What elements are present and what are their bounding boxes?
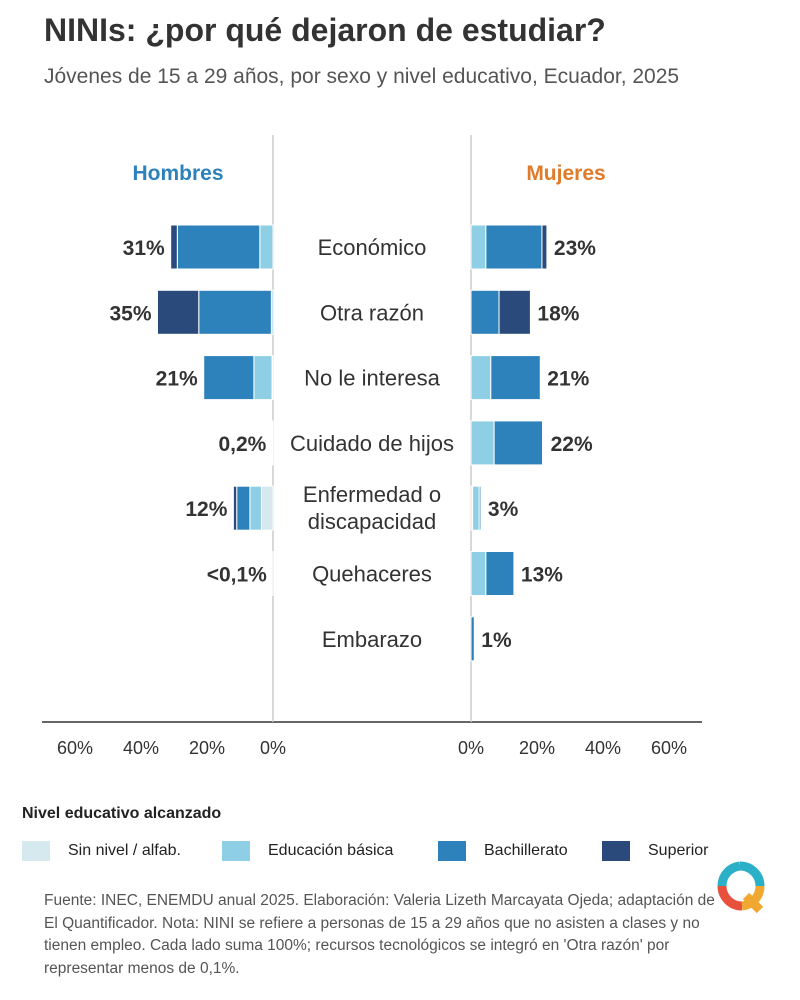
- bar-hombres-otra-razon-bachillerato: [198, 289, 272, 335]
- legend-label-bachillerato: Bachillerato: [484, 842, 568, 859]
- legend: Sin nivel / alfab. Educación básica Bach…: [22, 838, 782, 864]
- bar-mujeres-economico-bachillerato: [485, 224, 543, 270]
- el-quantificador-logo-icon: [717, 861, 765, 914]
- tick-label-hombres-20: 20%: [189, 738, 225, 758]
- legend-swatch-bachillerato: [438, 841, 466, 861]
- bar-hombres-enfermedad-o-discapacidad-superior: [232, 485, 238, 531]
- total-label-hombres-no-le-interesa: 21%: [156, 368, 198, 391]
- bar-hombres-no-le-interesa-bachillerato: [203, 355, 255, 401]
- bar-mujeres-cuidado-de-hijos-educacion-basica: [470, 420, 495, 466]
- chart-title: NINIs: ¿por qué dejaron de estudiar?: [44, 12, 606, 48]
- panel-header-mujeres: Mujeres: [526, 162, 605, 185]
- bar-mujeres-embarazo-bachillerato: [470, 616, 475, 662]
- bar-mujeres-enfermedad-o-discapacidad-educacion-basica: [472, 485, 480, 531]
- total-label-mujeres-embarazo: 1%: [481, 629, 512, 652]
- bar-mujeres-economico-educacion-basica: [470, 224, 487, 270]
- category-label-embarazo: Embarazo: [322, 627, 422, 652]
- tick-label-mujeres-40: 40%: [585, 738, 621, 758]
- legend-swatch-superior: [602, 841, 630, 861]
- bar-hombres-enfermedad-o-discapacidad-bachillerato: [236, 485, 251, 531]
- total-label-hombres-economico: 31%: [123, 237, 165, 260]
- legend-label-educacion-basica: Educación básica: [268, 842, 394, 859]
- category-label-cuidado-de-hijos: Cuidado de hijos: [290, 431, 454, 456]
- category-label-enfermedad-o-discapacidad: Enfermedad o discapacidad: [303, 482, 441, 534]
- tick-label-mujeres-20: 20%: [519, 738, 555, 758]
- bar-mujeres-cuidado-de-hijos-superior: [542, 420, 545, 466]
- legend-title: Nivel educativo alcanzado: [22, 805, 222, 822]
- source-note: Fuente: INEC, ENEMDU anual 2025. Elabora…: [44, 892, 715, 977]
- bar-mujeres-quehaceres-bachillerato: [485, 551, 515, 596]
- total-label-hombres-quehaceres: <0,1%: [207, 564, 267, 587]
- bar-mujeres-quehaceres-educacion-basica: [470, 551, 487, 596]
- bar-mujeres-otra-razon-superior: [498, 289, 531, 335]
- legend-swatch-sin-nivel: [22, 841, 50, 861]
- bar-mujeres-otra-razon-bachillerato: [470, 289, 500, 335]
- total-label-mujeres-cuidado-de-hijos: 22%: [551, 433, 593, 456]
- legend-item-educacion-basica: Educación básica: [222, 838, 393, 864]
- legend-item-superior: Superior: [602, 838, 708, 864]
- total-label-hombres-otra-razon: 35%: [109, 302, 151, 325]
- category-label-economico: Económico: [318, 235, 427, 260]
- total-label-mujeres-otra-razon: 18%: [537, 302, 579, 325]
- panel-header-hombres: Hombres: [132, 162, 223, 185]
- total-label-mujeres-quehaceres: 13%: [521, 564, 563, 587]
- bar-hombres-otra-razon-superior: [157, 289, 200, 335]
- tick-label-hombres-0: 0%: [260, 738, 286, 758]
- chart-subtitle: Jóvenes de 15 a 29 años, por sexo y nive…: [44, 65, 680, 88]
- bar-mujeres-cuidado-de-hijos-bachillerato: [493, 420, 544, 466]
- bar-hombres-enfermedad-o-discapacidad-sin-nivel-alfab: [260, 485, 274, 531]
- bar-mujeres-economico-superior: [541, 224, 548, 270]
- category-label-no-le-interesa: No le interesa: [304, 366, 441, 391]
- tick-label-hombres-60: 60%: [57, 738, 93, 758]
- category-label-quehaceres: Quehaceres: [312, 562, 432, 587]
- bar-mujeres-no-le-interesa-bachillerato: [490, 355, 541, 401]
- total-label-mujeres-economico: 23%: [554, 237, 596, 260]
- total-label-hombres-enfermedad-o-discapacidad: 12%: [185, 498, 227, 521]
- bar-hombres-cuidado-de-hijos-bachillerato: [271, 420, 274, 466]
- bar-hombres-no-le-interesa-educacion-basica: [253, 355, 273, 401]
- total-label-mujeres-enfermedad-o-discapacidad: 3%: [488, 498, 519, 521]
- total-label-mujeres-no-le-interesa: 21%: [547, 368, 589, 391]
- chart-area: Hombres Mujeres 0% 0% 20% 20% 40% 40% 60% 60% Econ…: [42, 135, 702, 758]
- bar-mujeres-enfermedad-o-discapacidad-bachillerato: [478, 485, 482, 531]
- bar-hombres-economico-educacion-basica: [259, 224, 274, 270]
- legend-item-bachillerato: Bachillerato: [438, 838, 568, 864]
- bar-hombres-economico-bachillerato: [176, 224, 261, 270]
- tick-label-hombres-40: 40%: [123, 738, 159, 758]
- bar-hombres-enfermedad-o-discapacidad-educacion-basica: [249, 485, 262, 531]
- bar-mujeres-no-le-interesa-educacion-basica: [470, 355, 492, 401]
- category-label-otra-razon: Otra razón: [320, 300, 424, 325]
- tick-label-mujeres-0: 0%: [458, 738, 484, 758]
- legend-label-sin-nivel: Sin nivel / alfab.: [68, 842, 181, 859]
- tick-label-mujeres-60: 60%: [651, 738, 687, 758]
- bar-hombres-economico-superior: [170, 224, 178, 270]
- legend-label-superior: Superior: [648, 842, 709, 859]
- total-label-hombres-cuidado-de-hijos: 0,2%: [218, 433, 266, 456]
- legend-item-sin-nivel: Sin nivel / alfab.: [22, 838, 181, 864]
- legend-swatch-educacion-basica: [222, 841, 250, 861]
